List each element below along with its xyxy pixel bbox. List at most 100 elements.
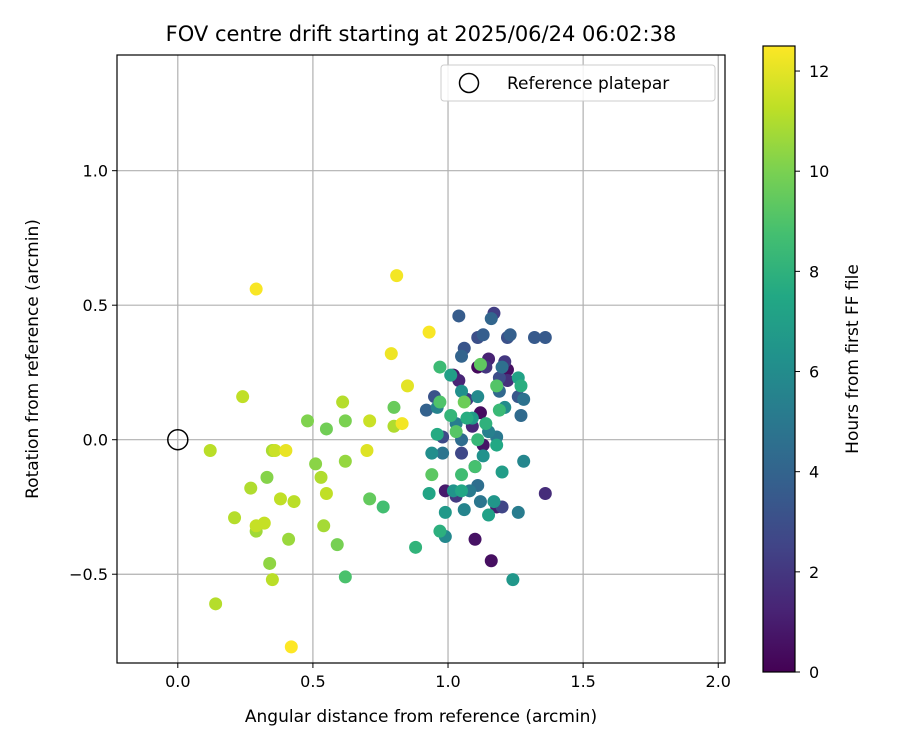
data-point [436, 446, 450, 460]
data-point [495, 360, 509, 374]
data-point [444, 368, 458, 382]
data-point [273, 492, 287, 506]
data-point [430, 427, 444, 441]
data-point [438, 505, 452, 519]
data-point [387, 400, 401, 414]
data-point [263, 556, 277, 570]
data-point [455, 446, 469, 460]
data-point [538, 487, 552, 501]
x-tick-label: 1.5 [570, 672, 595, 691]
data-point [317, 519, 331, 533]
reference-marker [167, 428, 189, 451]
data-point [395, 417, 409, 431]
data-point [425, 468, 439, 482]
y-tick-label: 0.5 [83, 296, 108, 315]
colorbar-tick-label: 4 [809, 463, 819, 482]
data-point [468, 532, 482, 546]
data-point [471, 433, 485, 447]
legend-box [440, 64, 716, 102]
data-point [376, 500, 390, 514]
y-tick-label: 1.0 [83, 162, 108, 181]
data-point [455, 484, 469, 498]
data-point [284, 640, 298, 654]
legend-reference-marker [458, 72, 480, 94]
colorbar-label: Hours from first FF file [843, 264, 863, 454]
data-point [422, 487, 436, 501]
data-point [228, 511, 242, 525]
data-point [452, 309, 466, 323]
data-point [433, 524, 447, 538]
data-point [484, 312, 498, 326]
x-axis-ticks: 0.0 0.5 1.0 1.5 2.0 [165, 663, 731, 691]
colorbar-tick-label: 0 [809, 663, 819, 682]
data-point [249, 282, 263, 296]
data-point [503, 328, 517, 342]
reference-marker-group [167, 428, 189, 451]
data-point [449, 425, 463, 439]
data-point [309, 457, 323, 471]
data-point [471, 390, 485, 404]
x-tick-label: 1.0 [435, 672, 460, 691]
data-point [249, 519, 263, 533]
data-point [492, 403, 506, 417]
x-axis-label: Angular distance from reference (arcmin) [245, 707, 597, 727]
data-point [476, 328, 490, 342]
data-point [517, 454, 531, 468]
data-point [279, 443, 293, 457]
colorbar [762, 45, 796, 673]
scatter-points [203, 269, 552, 654]
data-point [460, 411, 474, 425]
data-point [260, 470, 274, 484]
data-point [490, 438, 504, 452]
data-point [360, 443, 374, 457]
data-point [400, 379, 414, 393]
data-point [479, 417, 493, 431]
colorbar-tick-label: 12 [809, 62, 829, 81]
data-point [517, 392, 531, 406]
colorbar-tick-label: 2 [809, 563, 819, 582]
data-point [455, 349, 469, 363]
data-point [527, 330, 541, 344]
data-point [390, 269, 404, 283]
data-point [265, 573, 279, 587]
data-point [482, 508, 496, 522]
data-point [384, 347, 398, 361]
data-point [363, 414, 377, 428]
data-point [487, 495, 501, 509]
data-point [338, 414, 352, 428]
data-point [425, 446, 439, 460]
data-point [268, 443, 282, 457]
data-point [495, 465, 509, 479]
data-point [301, 414, 315, 428]
data-point [506, 573, 520, 587]
y-tick-label: −0.5 [69, 565, 108, 584]
data-point [287, 495, 301, 509]
data-point [209, 597, 223, 611]
data-point [473, 495, 487, 509]
data-point [444, 408, 458, 422]
legend: Reference platepar [440, 64, 716, 102]
chart-title: FOV centre drift starting at 2025/06/24 … [166, 22, 677, 46]
data-point [455, 384, 469, 398]
data-point [468, 460, 482, 474]
x-tick-label: 2.0 [706, 672, 731, 691]
data-point [319, 487, 333, 501]
y-tick-label: 0.0 [83, 431, 108, 450]
data-point [455, 468, 469, 482]
data-point [473, 357, 487, 371]
data-point [244, 481, 258, 495]
plot-area-frame [116, 54, 726, 664]
x-tick-label: 0.0 [165, 672, 190, 691]
data-point [409, 540, 423, 554]
colorbar-tick-label: 10 [809, 162, 829, 181]
data-point [282, 532, 296, 546]
grid-lines [117, 55, 725, 663]
data-point [511, 505, 525, 519]
data-point [203, 443, 217, 457]
colorbar-tick-label: 8 [809, 262, 819, 281]
legend-reference-label: Reference platepar [507, 74, 669, 94]
data-point [476, 449, 490, 463]
data-point [236, 390, 250, 404]
data-point [457, 395, 471, 409]
